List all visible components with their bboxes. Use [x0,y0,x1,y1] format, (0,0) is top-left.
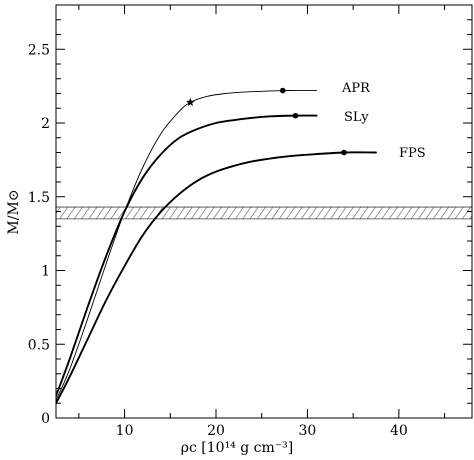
curve-apr [56,90,318,401]
y-tick-label: 0.5 [28,337,50,353]
curve-fps [56,151,377,405]
x-tick-label: 40 [390,423,408,439]
y-tick-label: 1.5 [28,190,50,206]
axis-ticks [56,4,472,419]
dot-marker-apr [279,87,286,94]
x-tick-label: 10 [116,423,134,439]
y-tick-label: 2 [41,116,50,132]
mass-band [56,206,472,220]
band-fill [56,207,472,219]
curves [56,90,377,405]
y-axis-label: M/M⊙ [6,189,22,234]
dot-marker-sly [292,112,299,119]
series-label-fps: FPS [399,146,426,161]
x-axis-label: ρc [10¹⁴ g cm⁻³] [181,440,293,456]
tick-labels: 10 20 30 40 0 0.5 1 1.5 2 2.5 [28,42,408,439]
y-tick-label: 2.5 [28,42,50,58]
y-tick-label: 0 [41,411,50,427]
x-tick-label: 20 [207,423,225,439]
curve-markers [186,87,347,156]
x-tick-label: 30 [299,423,317,439]
dot-marker-fps [341,149,347,156]
y-tick-label: 1 [41,264,50,280]
star-marker-apr [186,97,195,106]
plot-frame [55,4,473,419]
series-label-apr: APR [341,81,371,96]
curve-sly [56,114,318,397]
series-label-sly: SLy [344,110,369,125]
